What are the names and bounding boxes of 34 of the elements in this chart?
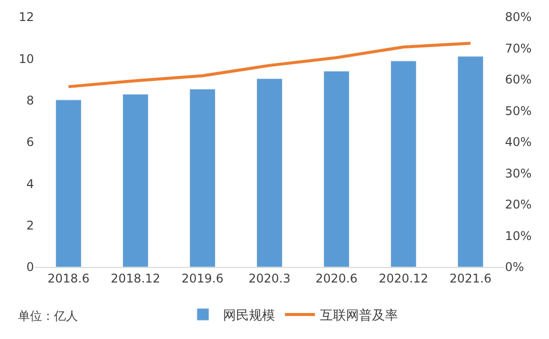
- legend-label: 互联网普及率: [320, 308, 398, 324]
- y2-tick-label: 40%: [505, 135, 532, 150]
- y2-tick-label: 0%: [505, 260, 524, 274]
- y2-tick-label: 20%: [505, 198, 532, 212]
- x-tick-label: 2020.6: [316, 271, 358, 286]
- y2-tick-label: 80%: [505, 10, 532, 24]
- y2-tick-label: 30%: [505, 166, 532, 180]
- text: 单位：亿人: [18, 309, 78, 323]
- bar: [390, 60, 416, 267]
- x-tick-label: 2019.6: [182, 271, 224, 286]
- bar: [324, 70, 350, 267]
- x-tick-label: 2018.6: [48, 271, 90, 286]
- y-tick-label: 4: [26, 176, 34, 191]
- bar: [56, 100, 82, 267]
- x-tick-label: 2020.12: [378, 271, 428, 286]
- bar: [256, 78, 282, 267]
- bar: [458, 56, 484, 267]
- y-tick-label: 8: [26, 94, 34, 108]
- x-tick-label: 2020.3: [248, 271, 290, 286]
- bar: [190, 88, 216, 267]
- y-tick-label: 2: [26, 218, 34, 233]
- x-tick-label: 2021.6: [450, 271, 492, 286]
- x-tick-label: 2018.12: [110, 271, 160, 286]
- y2-tick-label: 50%: [505, 104, 532, 118]
- y2-tick-label: 70%: [505, 41, 532, 56]
- y-tick-label: 0: [26, 260, 34, 274]
- y2-tick-label: 60%: [505, 72, 532, 87]
- y-tick-label: 10: [18, 52, 34, 66]
- y-tick-label: 6: [26, 135, 34, 150]
- y-tick-label: 12: [18, 10, 34, 24]
- legend-label: 网民规模: [222, 308, 275, 324]
- bar: [122, 94, 148, 267]
- line-series: [67, 42, 472, 88]
- y2-tick-label: 10%: [505, 228, 532, 243]
